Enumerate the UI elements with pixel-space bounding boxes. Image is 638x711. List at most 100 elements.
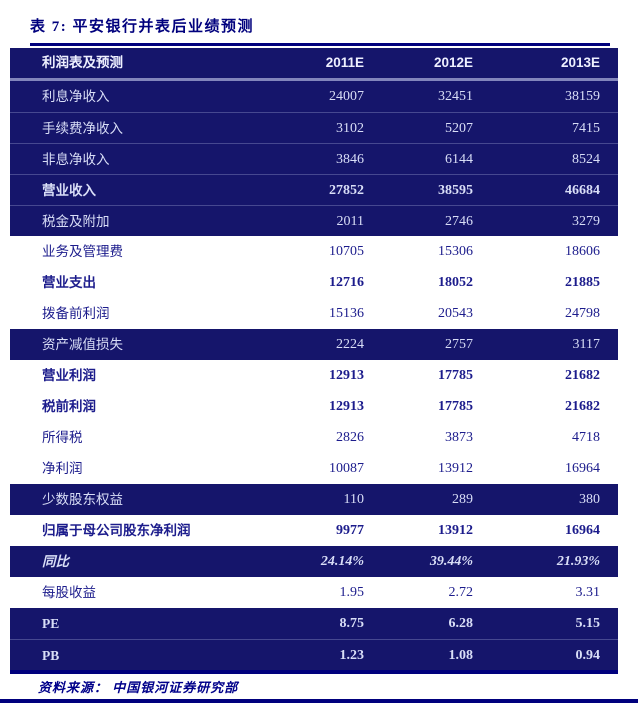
table-row: 所得税 2826 3873 4718 (10, 422, 618, 453)
row-value-2011e: 1.95 (339, 585, 365, 600)
row-label: 税前利润 (42, 399, 96, 414)
row-value-2011e: 110 (343, 492, 364, 507)
title-underline (30, 43, 610, 46)
table-body: 利息净收入 24007 32451 38159 手续费净收入 3102 5207… (10, 81, 618, 670)
row-value-2013e: 16964 (565, 523, 600, 538)
row-value-2012e: 5207 (445, 121, 473, 136)
table-row: 营业收入 27852 38595 46684 (10, 174, 618, 205)
row-value-2013e: 3117 (572, 337, 600, 352)
forecast-table: 利润表及预测 2011E 2012E 2013E 利息净收入 24007 324… (10, 48, 618, 670)
row-value-2011e: 2011 (336, 214, 364, 229)
row-value-2011e: 24.14% (320, 554, 364, 569)
row-value-2013e: 21.93% (556, 554, 600, 569)
table-row: PE 8.75 6.28 5.15 (10, 608, 618, 639)
row-value-2013e: 38159 (565, 89, 600, 104)
row-value-2013e: 46684 (565, 183, 600, 198)
table-row: 每股收益 1.95 2.72 3.31 (10, 577, 618, 608)
header-col-2012e: 2012E (433, 55, 473, 70)
row-value-2011e: 10705 (329, 244, 364, 259)
row-value-2011e: 12913 (329, 399, 364, 414)
row-value-2012e: 2746 (445, 214, 473, 229)
row-value-2012e: 18052 (438, 275, 473, 290)
row-label: PE (42, 616, 60, 631)
row-value-2012e: 13912 (438, 461, 473, 476)
row-value-2013e: 3.31 (575, 585, 601, 600)
row-label: 手续费净收入 (42, 121, 123, 136)
row-value-2011e: 15136 (329, 306, 364, 321)
row-value-2011e: 27852 (329, 183, 364, 198)
row-value-2013e: 5.15 (575, 616, 601, 631)
header-col-2013e: 2013E (560, 55, 600, 70)
row-value-2011e: 9977 (336, 523, 364, 538)
row-value-2011e: 12716 (329, 275, 364, 290)
row-value-2012e: 15306 (438, 244, 473, 259)
row-value-2013e: 21682 (565, 368, 600, 383)
row-label: 净利润 (42, 461, 83, 476)
table-row: 营业利润 12913 17785 21682 (10, 360, 618, 391)
row-value-2011e: 12913 (329, 368, 364, 383)
row-value-2013e: 21682 (565, 399, 600, 414)
table-row: 非息净收入 3846 6144 8524 (10, 143, 618, 174)
table-row: 同比 24.14% 39.44% 21.93% (10, 546, 618, 577)
row-value-2013e: 21885 (565, 275, 600, 290)
row-value-2011e: 2826 (336, 430, 364, 445)
row-value-2011e: 24007 (329, 89, 364, 104)
table-row: 拨备前利润 15136 20543 24798 (10, 298, 618, 329)
table-row: 资产减值损失 2224 2757 3117 (10, 329, 618, 360)
row-value-2013e: 16964 (565, 461, 600, 476)
row-label: 每股收益 (42, 585, 96, 600)
row-value-2011e: 1.23 (339, 648, 365, 663)
row-value-2012e: 38595 (438, 183, 473, 198)
row-value-2011e: 10087 (329, 461, 364, 476)
row-label: 拨备前利润 (42, 306, 110, 321)
row-label: 归属于母公司股东净利润 (42, 523, 191, 538)
header-col-2011e: 2011E (325, 55, 364, 70)
row-value-2011e: 3102 (336, 121, 364, 136)
data-source-note: 资料来源： 中国银河证券研究部 (38, 680, 239, 695)
row-value-2013e: 3279 (572, 214, 600, 229)
row-value-2012e: 32451 (438, 89, 473, 104)
row-value-2012e: 2.72 (448, 585, 474, 600)
row-value-2011e: 3846 (336, 152, 364, 167)
row-value-2012e: 1.08 (448, 648, 474, 663)
table-row: 税前利润 12913 17785 21682 (10, 391, 618, 422)
table-row: 营业支出 12716 18052 21885 (10, 267, 618, 298)
page-bottom-rule (0, 699, 638, 703)
row-value-2013e: 0.94 (575, 648, 601, 663)
row-value-2012e: 39.44% (429, 554, 473, 569)
row-label: 营业收入 (42, 183, 96, 198)
row-label: 同比 (42, 554, 69, 569)
header-label: 利润表及预测 (42, 55, 123, 70)
row-value-2013e: 7415 (572, 121, 600, 136)
table-row: 利息净收入 24007 32451 38159 (10, 81, 618, 112)
table-title: 表 7: 平安银行并表后业绩预测 (30, 19, 254, 35)
row-value-2013e: 24798 (565, 306, 600, 321)
row-value-2012e: 20543 (438, 306, 473, 321)
row-label: 资产减值损失 (42, 337, 123, 352)
table-row: 业务及管理费 10705 15306 18606 (10, 236, 618, 267)
row-label: 利息净收入 (42, 89, 110, 104)
table-row: 净利润 10087 13912 16964 (10, 453, 618, 484)
table-row: 手续费净收入 3102 5207 7415 (10, 112, 618, 143)
row-value-2012e: 3873 (445, 430, 473, 445)
footer-top-rule (10, 670, 618, 674)
row-value-2011e: 8.75 (339, 616, 365, 631)
row-label: 非息净收入 (42, 152, 110, 167)
row-value-2012e: 2757 (445, 337, 473, 352)
table-row: 税金及附加 2011 2746 3279 (10, 205, 618, 236)
table-row: 少数股东权益 110 289 380 (10, 484, 618, 515)
row-value-2011e: 2224 (336, 337, 364, 352)
row-label: 税金及附加 (42, 214, 110, 229)
row-label: 少数股东权益 (42, 492, 123, 507)
row-value-2013e: 4718 (572, 430, 600, 445)
table-row: 归属于母公司股东净利润 9977 13912 16964 (10, 515, 618, 546)
row-value-2012e: 17785 (438, 399, 473, 414)
row-value-2012e: 6144 (445, 152, 473, 167)
row-value-2012e: 6.28 (448, 616, 474, 631)
table-header-row: 利润表及预测 2011E 2012E 2013E (10, 48, 618, 81)
row-label: 所得税 (42, 430, 83, 445)
row-value-2013e: 380 (579, 492, 600, 507)
table-row: PB 1.23 1.08 0.94 (10, 639, 618, 670)
row-value-2012e: 17785 (438, 368, 473, 383)
row-value-2012e: 289 (452, 492, 473, 507)
